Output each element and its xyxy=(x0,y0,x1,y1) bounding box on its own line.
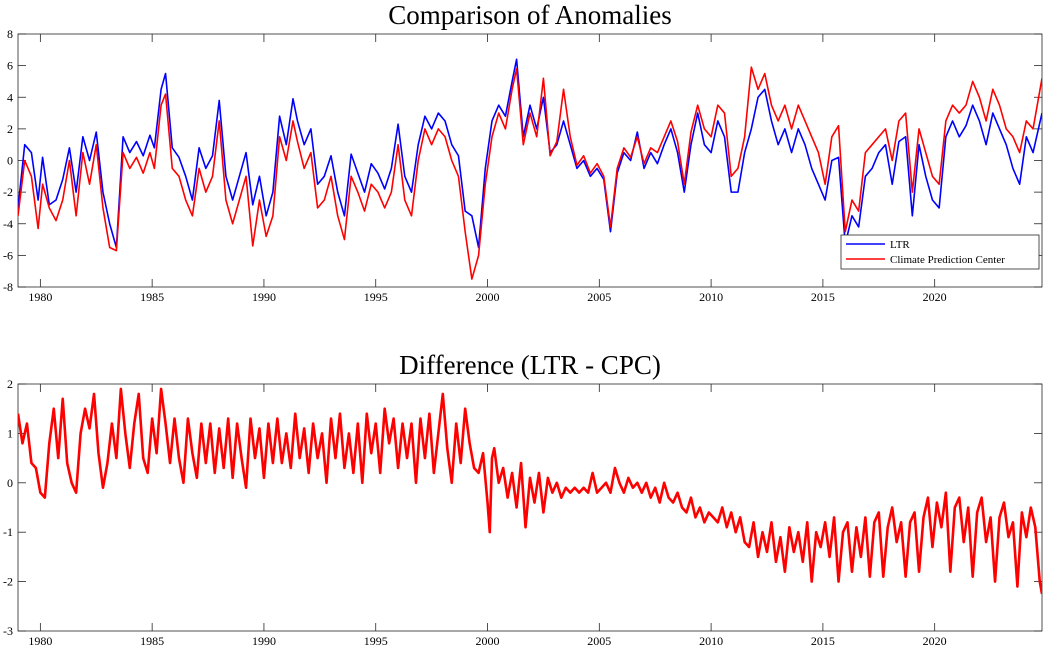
top-x-tick-label: 1990 xyxy=(252,290,276,304)
bottom-y-tick-label: 1 xyxy=(7,426,13,440)
bottom-x-tick-label: 1980 xyxy=(28,634,52,648)
bottom-y-tick-label: -3 xyxy=(3,624,13,638)
top-y-tick-label: -8 xyxy=(3,280,13,294)
bottom-x-tick-label: 2020 xyxy=(923,634,947,648)
legend-box xyxy=(840,234,1040,270)
bottom-x-tick-label: 2000 xyxy=(476,634,500,648)
legend-label: Climate Prediction Center xyxy=(890,254,1005,266)
top-y-tick-label: 6 xyxy=(7,59,13,73)
bottom-x-tick-label: 1985 xyxy=(140,634,164,648)
bottom-chart-title: Difference (LTR - CPC) xyxy=(399,350,661,380)
top-y-tick-label: 8 xyxy=(7,27,13,41)
bottom-x-tick-label: 2010 xyxy=(699,634,723,648)
bottom-y-tick-label: 2 xyxy=(7,377,13,391)
top-x-tick-label: 1980 xyxy=(28,290,52,304)
top-y-tick-label: 2 xyxy=(7,122,13,136)
top-chart-title: Comparison of Anomalies xyxy=(388,0,671,30)
top-y-tick-label: 0 xyxy=(7,154,13,168)
bottom-x-tick-label: 1990 xyxy=(252,634,276,648)
bottom-x-tick-label: 2015 xyxy=(811,634,835,648)
top-x-tick-label: 2005 xyxy=(587,290,611,304)
top-chart: 1980 1985 1990 1995 2000 2005 2010 2015 2020 -8 -6… xyxy=(3,27,1043,304)
legend-label: LTR xyxy=(890,239,910,251)
top-x-tick-label: 1985 xyxy=(140,290,164,304)
bottom-series-line-difference xyxy=(18,387,1042,595)
bottom-axes-box xyxy=(17,383,1043,632)
bottom-y-tick-label: 0 xyxy=(7,476,13,490)
top-y-tick-label: -2 xyxy=(3,185,13,199)
bottom-x-tick-label: 2005 xyxy=(587,634,611,648)
top-y-tick-label: -6 xyxy=(3,248,13,262)
bottom-y-tick-label: -1 xyxy=(3,525,13,539)
top-y-tick-label: -4 xyxy=(3,217,13,231)
top-series-line-climate-prediction-center xyxy=(18,66,1042,280)
top-y-tick-label: 4 xyxy=(7,90,13,104)
bottom-x-tick-label: 1995 xyxy=(364,634,388,648)
top-x-tick-label: 2010 xyxy=(699,290,723,304)
top-x-tick-label: 1995 xyxy=(364,290,388,304)
top-x-tick-label: 2000 xyxy=(476,290,500,304)
bottom-y-tick-label: -2 xyxy=(3,575,13,589)
top-x-tick-label: 2020 xyxy=(923,290,947,304)
bottom-chart: 1980 1985 1990 1995 2000 2005 2010 2015 2020 -3 -2… xyxy=(3,377,1043,648)
top-x-tick-label: 2015 xyxy=(811,290,835,304)
